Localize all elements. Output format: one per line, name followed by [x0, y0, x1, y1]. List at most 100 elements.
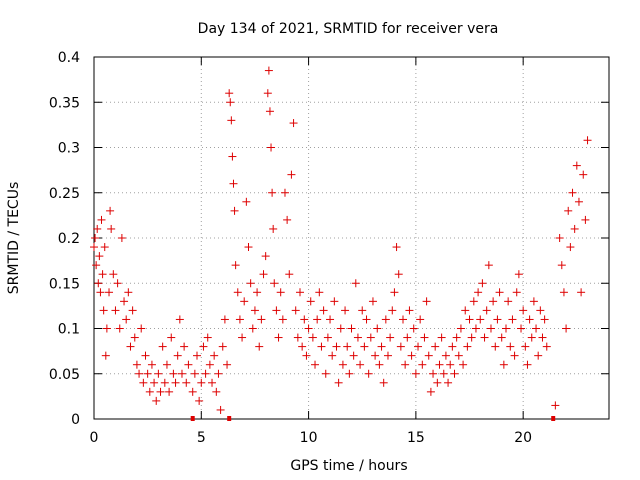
y-tick-label: 0.25 [49, 186, 80, 202]
data-point [536, 306, 545, 315]
data-point [90, 243, 98, 252]
data-point [145, 387, 154, 396]
data-point [289, 119, 298, 128]
data-point [540, 315, 549, 324]
data-point [450, 369, 459, 378]
plot-frame [93, 56, 610, 420]
data-point [471, 324, 480, 333]
data-point [538, 333, 547, 342]
data-point [106, 206, 115, 215]
data-point [220, 315, 229, 324]
data-point [139, 378, 148, 387]
zero-marker [190, 416, 195, 421]
data-point [504, 297, 513, 306]
data-point [467, 333, 476, 342]
data-point [321, 369, 330, 378]
data-point [283, 215, 292, 224]
data-point [105, 288, 114, 297]
data-point [169, 369, 178, 378]
data-point [568, 188, 577, 197]
data-point [437, 333, 446, 342]
data-point [570, 224, 579, 233]
data-point [394, 270, 403, 279]
data-point [418, 360, 427, 369]
y-axis-label: SRMTID / TECUs [6, 182, 22, 295]
data-point [195, 396, 204, 405]
data-point [377, 342, 386, 351]
data-point [226, 98, 235, 107]
data-point [265, 107, 274, 116]
data-point [579, 170, 588, 179]
data-point [441, 351, 450, 360]
data-point [167, 333, 176, 342]
data-point [409, 324, 418, 333]
data-point [439, 369, 448, 378]
y-tick-label: 0.2 [58, 231, 80, 247]
data-point [328, 351, 337, 360]
data-point [91, 234, 100, 242]
data-point [203, 333, 212, 342]
data-point [551, 401, 560, 410]
data-point [100, 243, 109, 252]
data-point [480, 333, 489, 342]
data-point [152, 396, 161, 405]
data-point [177, 369, 186, 378]
data-point [562, 324, 571, 333]
data-point [296, 288, 304, 297]
data-point [182, 378, 191, 387]
data-point [512, 288, 521, 297]
y-tick-label: 0.15 [49, 276, 80, 292]
data-points [90, 66, 592, 421]
x-tick-label: 10 [300, 430, 318, 446]
data-point [272, 306, 281, 315]
data-point [242, 197, 251, 206]
data-point [210, 351, 219, 360]
data-point [521, 342, 530, 351]
x-axis: 0 5 10 15 20 [90, 57, 532, 446]
data-point [99, 306, 108, 315]
data-point [278, 315, 287, 324]
data-point [135, 369, 144, 378]
y-tick-label: 0.3 [58, 141, 80, 157]
data-point [523, 360, 532, 369]
data-point [107, 224, 116, 233]
data-point [137, 324, 146, 333]
data-point [193, 351, 201, 360]
data-point [456, 324, 465, 333]
data-point [478, 279, 487, 288]
data-point [574, 197, 583, 206]
data-point [392, 243, 401, 252]
data-point [291, 306, 300, 315]
data-point [235, 315, 244, 324]
data-point [371, 351, 380, 360]
data-point [559, 288, 568, 297]
data-point [109, 270, 118, 279]
data-point [486, 324, 495, 333]
data-point [113, 279, 122, 288]
data-point [542, 342, 551, 351]
data-point [94, 279, 103, 288]
data-point [317, 342, 326, 351]
data-point [364, 369, 373, 378]
data-point [581, 215, 590, 224]
x-tick-label: 0 [90, 430, 99, 446]
data-point [431, 342, 440, 351]
data-point [401, 360, 410, 369]
data-point [302, 351, 311, 360]
data-point [308, 333, 317, 342]
data-point [373, 324, 382, 333]
data-point [223, 360, 232, 369]
data-point [356, 360, 365, 369]
data-point [463, 342, 472, 351]
data-point [246, 279, 255, 288]
data-point [566, 243, 575, 252]
data-point [493, 315, 502, 324]
data-point [228, 152, 237, 161]
data-point [264, 66, 273, 75]
data-point [497, 333, 506, 342]
data-point [403, 333, 412, 342]
data-point [532, 324, 541, 333]
data-point [358, 306, 367, 315]
data-point [461, 306, 470, 315]
